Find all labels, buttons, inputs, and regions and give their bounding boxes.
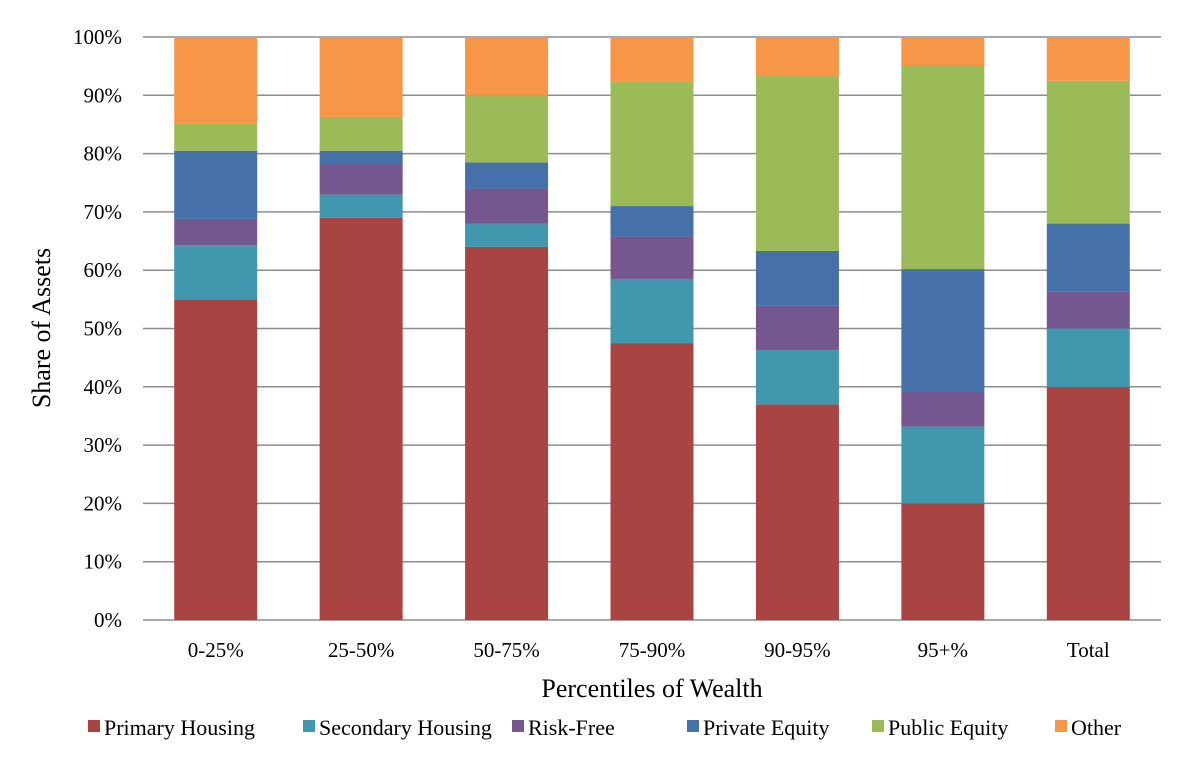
bar-segment [901,269,985,392]
legend-item: Primary Housing [88,715,255,740]
legend-item: Private Equity [687,715,829,740]
y-tick-label: 10% [84,550,123,574]
y-tick-label: 40% [84,375,123,399]
bar-segment [901,37,985,65]
bar-segment [174,37,258,124]
bar-segment [1046,291,1130,329]
legend-swatch [687,720,699,732]
bar-segment [901,64,985,270]
legend-item: Secondary Housing [303,715,492,740]
bar-segment [755,250,839,306]
x-category-labels: 0-25% 25-50% 50-75% 75-90% 90-95% 95+% Total [188,638,1110,662]
legend-swatch [872,720,884,732]
bar-segment [610,278,694,344]
legend-swatch [303,720,315,732]
y-tick-label: 70% [84,200,123,224]
bar-segment [755,305,839,351]
bar-segment [319,37,403,117]
legend-swatch [512,720,524,732]
bar-segment [174,150,258,219]
bar-segment [755,404,839,620]
bar-segment [755,350,839,405]
bar-segment [319,150,403,164]
x-category-label: 0-25% [188,638,244,662]
bar-segment [465,95,549,163]
legend-label: Private Equity [703,715,829,740]
y-tick-label: 80% [84,142,123,166]
bar-segment [901,391,985,427]
y-tick-labels: 0% 10% 20% 30% 40% 50% 60% 70% 80% 90% 100% [73,25,122,632]
bar-segment [174,123,258,151]
bar-segment [610,37,694,82]
bar-segment [465,188,549,224]
legend-label: Other [1071,715,1122,740]
y-tick-label: 90% [84,83,123,107]
bar-segment [174,245,258,300]
y-tick-label: 0% [94,608,122,632]
bar-segment [901,503,985,620]
x-axis-title: Percentiles of Wealth [541,674,762,703]
bar-segment [901,426,985,504]
legend-item: Public Equity [872,715,1008,740]
bar-segment [1046,223,1130,292]
bar-segment [610,343,694,620]
bar-segment [1046,386,1130,620]
y-axis-title: Share of Assets [27,248,56,408]
bar-segment [465,223,549,247]
legend-item: Risk-Free [512,715,615,740]
bar-segment [465,37,549,96]
legend-swatch [1055,720,1067,732]
bar-segment [610,81,694,207]
bar-segment [319,217,403,621]
y-tick-label: 60% [84,258,123,282]
legend-swatch [88,720,100,732]
legend-label: Primary Housing [104,715,255,740]
bar-segment [465,162,549,189]
x-category-label: 90-95% [764,638,831,662]
bar-segment [1046,80,1130,224]
bar-segment [1046,37,1130,81]
bar-segment [319,163,403,195]
y-tick-label: 100% [73,25,122,49]
bar-segment [1046,328,1130,387]
y-tick-label: 30% [84,433,123,457]
bar-segment [755,37,839,77]
bar-segment [755,76,839,251]
y-tick-label: 50% [84,317,123,341]
x-category-label: 75-90% [619,638,686,662]
bar-segment [319,194,403,218]
legend-label: Public Equity [888,715,1008,740]
x-category-label: 50-75% [473,638,540,662]
bars [174,37,1130,621]
legend-item: Other [1055,715,1122,740]
x-category-label: Total [1067,638,1110,662]
bar-segment [174,218,258,246]
bar-segment [610,206,694,237]
legend: Primary Housing Secondary Housing Risk-Fre… [88,715,1122,740]
y-tick-label: 20% [84,491,123,515]
bar-segment [174,299,258,620]
x-category-label: 25-50% [328,638,395,662]
bar-segment [610,236,694,279]
bar-segment [465,246,549,620]
bar-segment [319,116,403,151]
x-category-label: 95+% [918,638,968,662]
legend-label: Risk-Free [528,715,615,740]
legend-label: Secondary Housing [319,715,492,740]
